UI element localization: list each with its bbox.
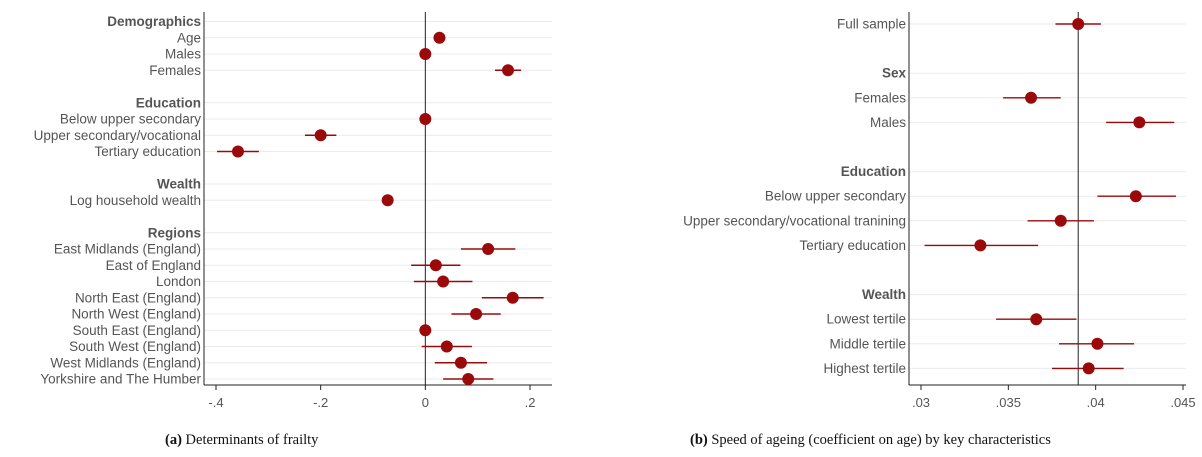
chart1-row-label-lowest-tertile: Lowest tertile [826,312,906,327]
caption-b: (b) Speed of ageing (coefficient on age)… [690,432,1051,449]
chart1-point-males [1133,116,1145,128]
chart1-row-label-full-sample: Full sample [837,17,906,32]
chart1-group-header-education: Education [841,164,906,179]
caption-b-tag: (b) [690,432,708,448]
caption-a: (a) Determinants of frailty [165,432,318,449]
chart1-point-highest-tertile [1083,362,1095,374]
chart1-row-label-middle-tertile: Middle tertile [829,336,906,351]
chart1-row-label-males: Males [870,115,906,130]
chart1-x-tick-label: .045 [1170,395,1195,410]
chart1-point-full-sample [1072,18,1084,30]
chart1-group-header-sex: Sex [882,66,907,81]
caption-b-text: Speed of ageing (coefficient on age) by … [711,432,1051,448]
chart1-point-tertiary-education [974,239,986,251]
caption-a-text: Determinants of frailty [186,432,319,448]
chart1-group-header-wealth: Wealth [862,287,906,302]
chart1-row-label-highest-tertile: Highest tertile [823,361,906,376]
chart-speed-of-ageing: .03 .035 .04 .045 Full sample Sex Females Males… [0,0,1202,430]
chart1-row-label-upper-secondary-vocational-tranining: Upper secondary/vocational tranining [683,213,906,228]
chart1-row-label-below-upper-secondary: Below upper secondary [765,189,906,204]
chart1-x-tick-label: .03 [912,395,930,410]
chart1-point-upper-secondary-vocational-tranining [1055,215,1067,227]
chart1-x-tick-label: .04 [1087,395,1105,410]
caption-a-tag: (a) [165,432,182,448]
chart1-point-lowest-tertile [1030,313,1042,325]
chart1-point-below-upper-secondary [1130,190,1142,202]
chart1-point-middle-tertile [1091,338,1103,350]
chart1-point-females [1025,92,1037,104]
chart1-row-label-females: Females [854,90,906,105]
chart1-row-label-tertiary-education: Tertiary education [799,238,906,253]
chart1-x-tick-label: .035 [996,395,1021,410]
